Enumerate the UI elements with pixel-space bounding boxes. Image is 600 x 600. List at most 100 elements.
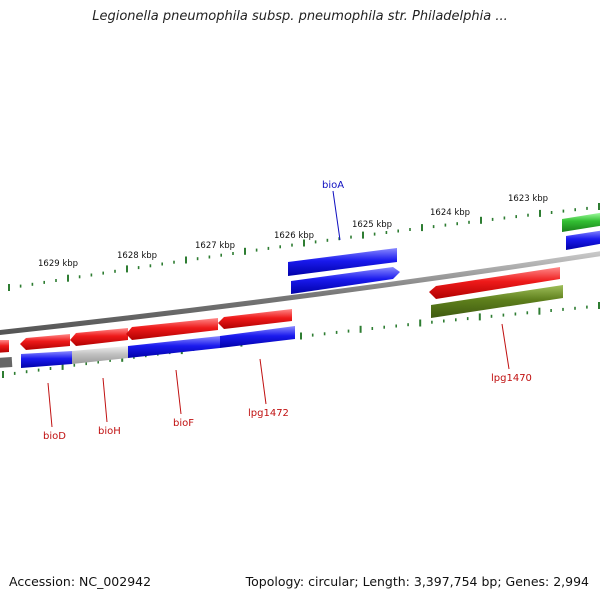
gene-arrow-blue[interactable] — [566, 230, 600, 250]
topology-text: Topology: circular; Length: 3,397,754 bp… — [245, 574, 589, 589]
gene-label-bioF[interactable]: bioF — [173, 418, 194, 429]
minor-tick — [586, 305, 588, 309]
minor-tick — [468, 220, 470, 224]
minor-tick — [78, 275, 81, 279]
minor-tick — [491, 217, 494, 221]
minor-tick — [335, 330, 338, 334]
minor-tick — [31, 282, 34, 286]
minor-tick — [114, 269, 116, 273]
tick-label: 1625 kbp — [352, 220, 392, 230]
gene-arrow-red[interactable] — [70, 328, 128, 346]
minor-tick — [574, 306, 576, 310]
minor-tick — [323, 332, 326, 336]
major-tick — [67, 274, 69, 282]
gene-arrow-red[interactable] — [0, 340, 9, 353]
minor-tick — [291, 243, 293, 247]
minor-tick — [527, 213, 529, 217]
major-tick — [303, 239, 305, 247]
gene-arrow-red[interactable] — [218, 309, 292, 329]
minor-tick — [385, 231, 388, 234]
gene-label-bioH[interactable]: bioH — [98, 426, 121, 437]
minor-tick — [455, 318, 457, 322]
minor-tick — [97, 360, 99, 364]
minor-tick — [311, 333, 314, 337]
tick-label: 1629 kbp — [38, 259, 78, 269]
major-tick — [539, 209, 541, 217]
major-tick — [185, 256, 187, 264]
gene-arrow-gray[interactable] — [72, 346, 128, 364]
gene-label-bioA[interactable]: bioA — [322, 180, 344, 191]
gene-arrow-olive[interactable] — [431, 285, 563, 318]
minor-tick — [37, 368, 40, 372]
genome-backbone-lower — [0, 357, 13, 368]
gene-arrow-blue[interactable] — [291, 267, 400, 294]
gene-label-lpg1472[interactable]: lpg1472 — [248, 408, 289, 419]
tick-label: 1627 kbp — [195, 241, 235, 251]
minor-tick — [407, 323, 409, 327]
minor-tick — [503, 216, 506, 220]
major-tick — [2, 371, 4, 378]
major-tick — [480, 216, 482, 224]
minor-tick — [208, 255, 211, 259]
minor-tick — [490, 314, 493, 318]
minor-tick — [515, 215, 517, 219]
minor-tick — [514, 312, 517, 316]
minor-tick — [586, 206, 588, 210]
major-tick — [126, 265, 128, 273]
minor-tick — [232, 252, 234, 255]
minor-tick — [25, 370, 28, 374]
gene-arrow-red[interactable] — [20, 334, 70, 350]
minor-tick — [466, 317, 469, 321]
gene-arrow-blue[interactable] — [128, 336, 220, 358]
genome-title: Legionella pneumophila subsp. pneumophil… — [92, 9, 508, 24]
minor-tick — [431, 320, 433, 324]
minor-tick — [562, 307, 564, 311]
major-tick — [8, 284, 10, 291]
gene-arrow-red[interactable] — [429, 267, 560, 299]
minor-tick — [279, 245, 281, 249]
minor-tick — [49, 367, 52, 370]
gene-label-bioD[interactable]: bioD — [43, 431, 66, 442]
tick-label: 1623 kbp — [508, 194, 548, 204]
minor-tick — [347, 329, 350, 333]
minor-tick — [161, 262, 163, 266]
lpg1472-leader — [259, 358, 267, 405]
minor-tick — [371, 327, 374, 330]
gene-arrow-blue[interactable] — [220, 326, 295, 348]
major-tick — [598, 302, 600, 309]
major-tick — [359, 325, 362, 333]
minor-tick — [314, 240, 317, 244]
gene-arrow-red[interactable] — [126, 318, 218, 340]
minor-tick — [550, 211, 553, 214]
minor-tick — [397, 229, 399, 233]
minor-tick — [19, 284, 22, 288]
minor-tick — [73, 363, 76, 367]
minor-tick — [350, 235, 352, 239]
minor-tick — [562, 209, 565, 213]
major-tick — [362, 231, 364, 239]
minor-tick — [267, 246, 270, 250]
major-tick — [421, 224, 423, 232]
gene-label-lpg1470[interactable]: lpg1470 — [491, 373, 532, 384]
minor-tick — [550, 309, 552, 312]
accession-text: Accession: NC_002942 — [9, 574, 152, 589]
bioH-leader — [102, 377, 108, 423]
genome-backbone — [0, 251, 600, 335]
bioD-leader — [47, 382, 53, 428]
major-tick — [244, 247, 246, 255]
minor-tick — [526, 311, 529, 315]
minor-tick — [85, 362, 87, 366]
minor-tick — [55, 279, 57, 282]
major-tick — [419, 319, 422, 327]
gene-arrow-blue[interactable] — [21, 351, 72, 368]
gene-arrow-blue[interactable] — [288, 248, 397, 276]
minor-tick — [173, 260, 175, 264]
tick-label: 1626 kbp — [274, 231, 314, 241]
minor-tick — [574, 208, 576, 212]
minor-tick — [444, 223, 447, 227]
lpg1470-leader — [501, 323, 510, 370]
minor-tick — [443, 319, 445, 323]
gene-arrow-green[interactable] — [562, 212, 600, 232]
